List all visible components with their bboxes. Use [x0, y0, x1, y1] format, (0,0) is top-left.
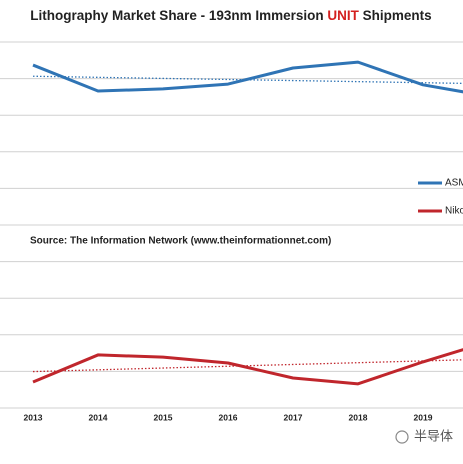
x-tick-label: 2014: [89, 412, 108, 422]
series-line: [32, 348, 463, 386]
x-tick-label: 2018: [349, 412, 368, 422]
watermark: 半导体: [414, 428, 453, 443]
x-tick-label: 2017: [284, 412, 303, 422]
legend-label: Nikon: [445, 206, 463, 217]
watermark-icon: [395, 430, 409, 444]
chart-title: Lithography Market Share - 193nm Immersi…: [30, 8, 431, 23]
title-part: Lithography Market Share - 193nm Immersi…: [30, 8, 323, 23]
x-tick-label: 2015: [154, 412, 173, 422]
trend-line: [32, 359, 463, 373]
x-tick-label: 2013: [24, 412, 43, 422]
legend-label: ASML: [445, 178, 463, 189]
x-tick-label: 2016: [219, 412, 238, 422]
title-part: Shipments: [363, 8, 432, 23]
series-line: [32, 60, 463, 94]
x-tick-label: 2019: [414, 412, 433, 422]
title-part: UNIT: [327, 8, 359, 23]
source-note: Source: The Information Network (www.the…: [30, 236, 331, 247]
